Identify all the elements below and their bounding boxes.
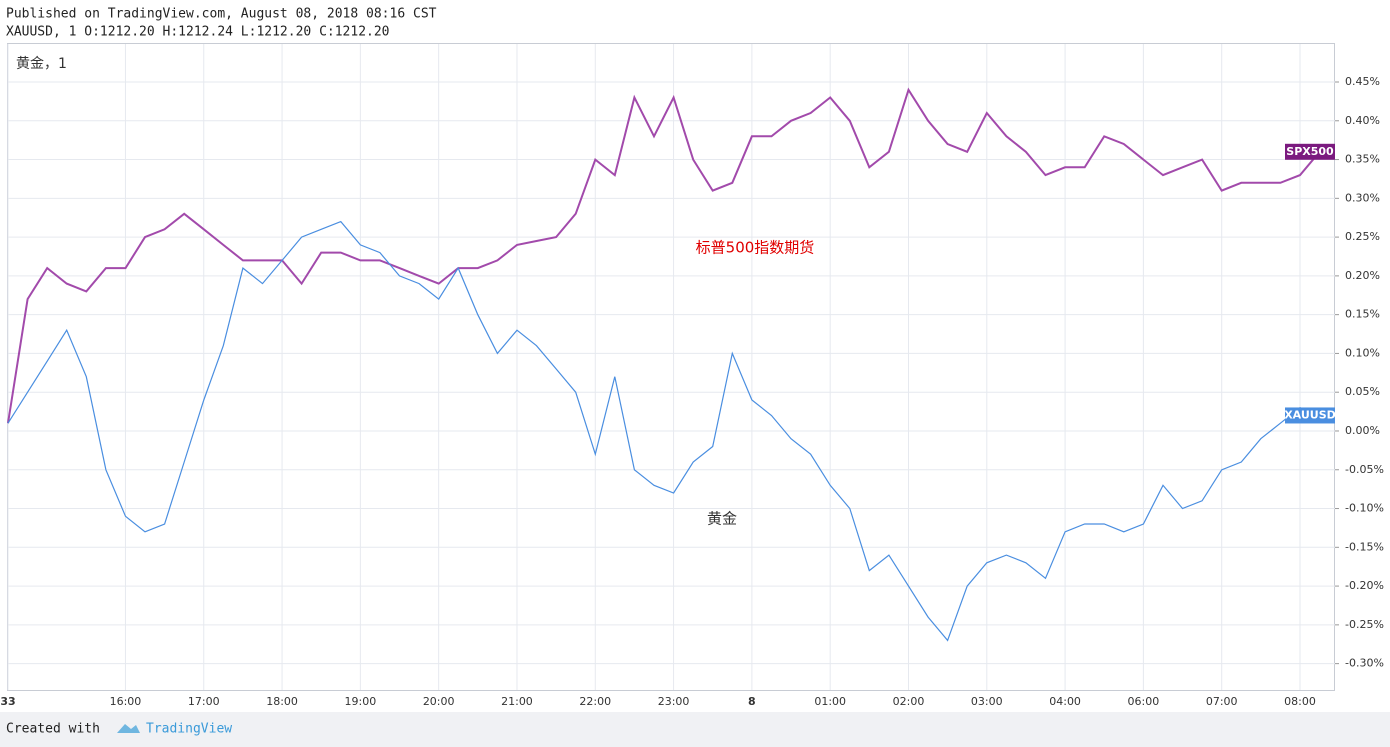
y-tick-label: -0.10% bbox=[1345, 502, 1384, 515]
annotation: 黄金 bbox=[707, 510, 737, 528]
legend-label: 黄金，1 bbox=[16, 55, 67, 72]
x-tick-label: 08:00 bbox=[1284, 695, 1316, 708]
brand-logo bbox=[117, 724, 140, 733]
y-tick-label: 0.00% bbox=[1345, 424, 1380, 437]
y-tick-label: 0.35% bbox=[1345, 153, 1380, 166]
y-tick-label: 0.45% bbox=[1345, 75, 1380, 88]
x-tick-label: 8 bbox=[748, 695, 756, 708]
annotation: 标普500指数期货 bbox=[696, 239, 815, 257]
x-tick-label: 03:00 bbox=[971, 695, 1003, 708]
created-with: Created with bbox=[6, 722, 100, 737]
x-tick-label: 17:00 bbox=[188, 695, 220, 708]
y-tick-label: 0.15% bbox=[1345, 308, 1380, 321]
x-tick-label: 23:00 bbox=[658, 695, 690, 708]
series-name: XAUUSD bbox=[1284, 408, 1336, 421]
x-tick-label: 22:00 bbox=[579, 695, 611, 708]
x-tick-label: 07:00 bbox=[1206, 695, 1238, 708]
y-tick-label: 0.10% bbox=[1345, 346, 1380, 359]
series-line bbox=[7, 87, 1321, 424]
y-tick-label: -0.30% bbox=[1345, 657, 1384, 670]
x-tick-label: 19:00 bbox=[345, 695, 377, 708]
y-tick-label: 0.40% bbox=[1345, 114, 1380, 127]
x-tick-label: 18:00 bbox=[266, 695, 298, 708]
y-tick-label: 0.30% bbox=[1345, 191, 1380, 204]
y-tick-label: 0.05% bbox=[1345, 385, 1380, 398]
x-tick-label: 06:00 bbox=[1128, 695, 1160, 708]
x-tick-label: 16:00 bbox=[110, 695, 142, 708]
x-tick-label: 02:00 bbox=[893, 695, 925, 708]
series-name: SPX500 bbox=[1286, 145, 1334, 158]
last-value-box bbox=[1285, 407, 1335, 424]
y-tick-label: 0.25% bbox=[1345, 230, 1380, 243]
last-value-box bbox=[1285, 143, 1335, 160]
y-tick-label: -0.15% bbox=[1345, 540, 1384, 553]
y-tick-label: -0.05% bbox=[1345, 463, 1384, 476]
series-line bbox=[7, 220, 1320, 642]
x-tick-label: 04:00 bbox=[1049, 695, 1081, 708]
x-tick-label: 33 bbox=[0, 695, 15, 708]
x-tick-label: 20:00 bbox=[423, 695, 455, 708]
footer-bg bbox=[0, 712, 1390, 747]
brand[interactable]: TradingView bbox=[146, 722, 232, 737]
x-tick-label: 01:00 bbox=[814, 695, 846, 708]
y-tick-label: -0.25% bbox=[1345, 618, 1384, 631]
y-tick-label: -0.20% bbox=[1345, 579, 1384, 592]
symbol-line: XAUUSD, 1 O:1212.20 H:1212.24 L:1212.20 … bbox=[6, 25, 390, 40]
y-tick-label: 0.20% bbox=[1345, 269, 1380, 282]
x-tick-label: 21:00 bbox=[501, 695, 533, 708]
published: Published on TradingView.com, August 08,… bbox=[6, 7, 437, 22]
